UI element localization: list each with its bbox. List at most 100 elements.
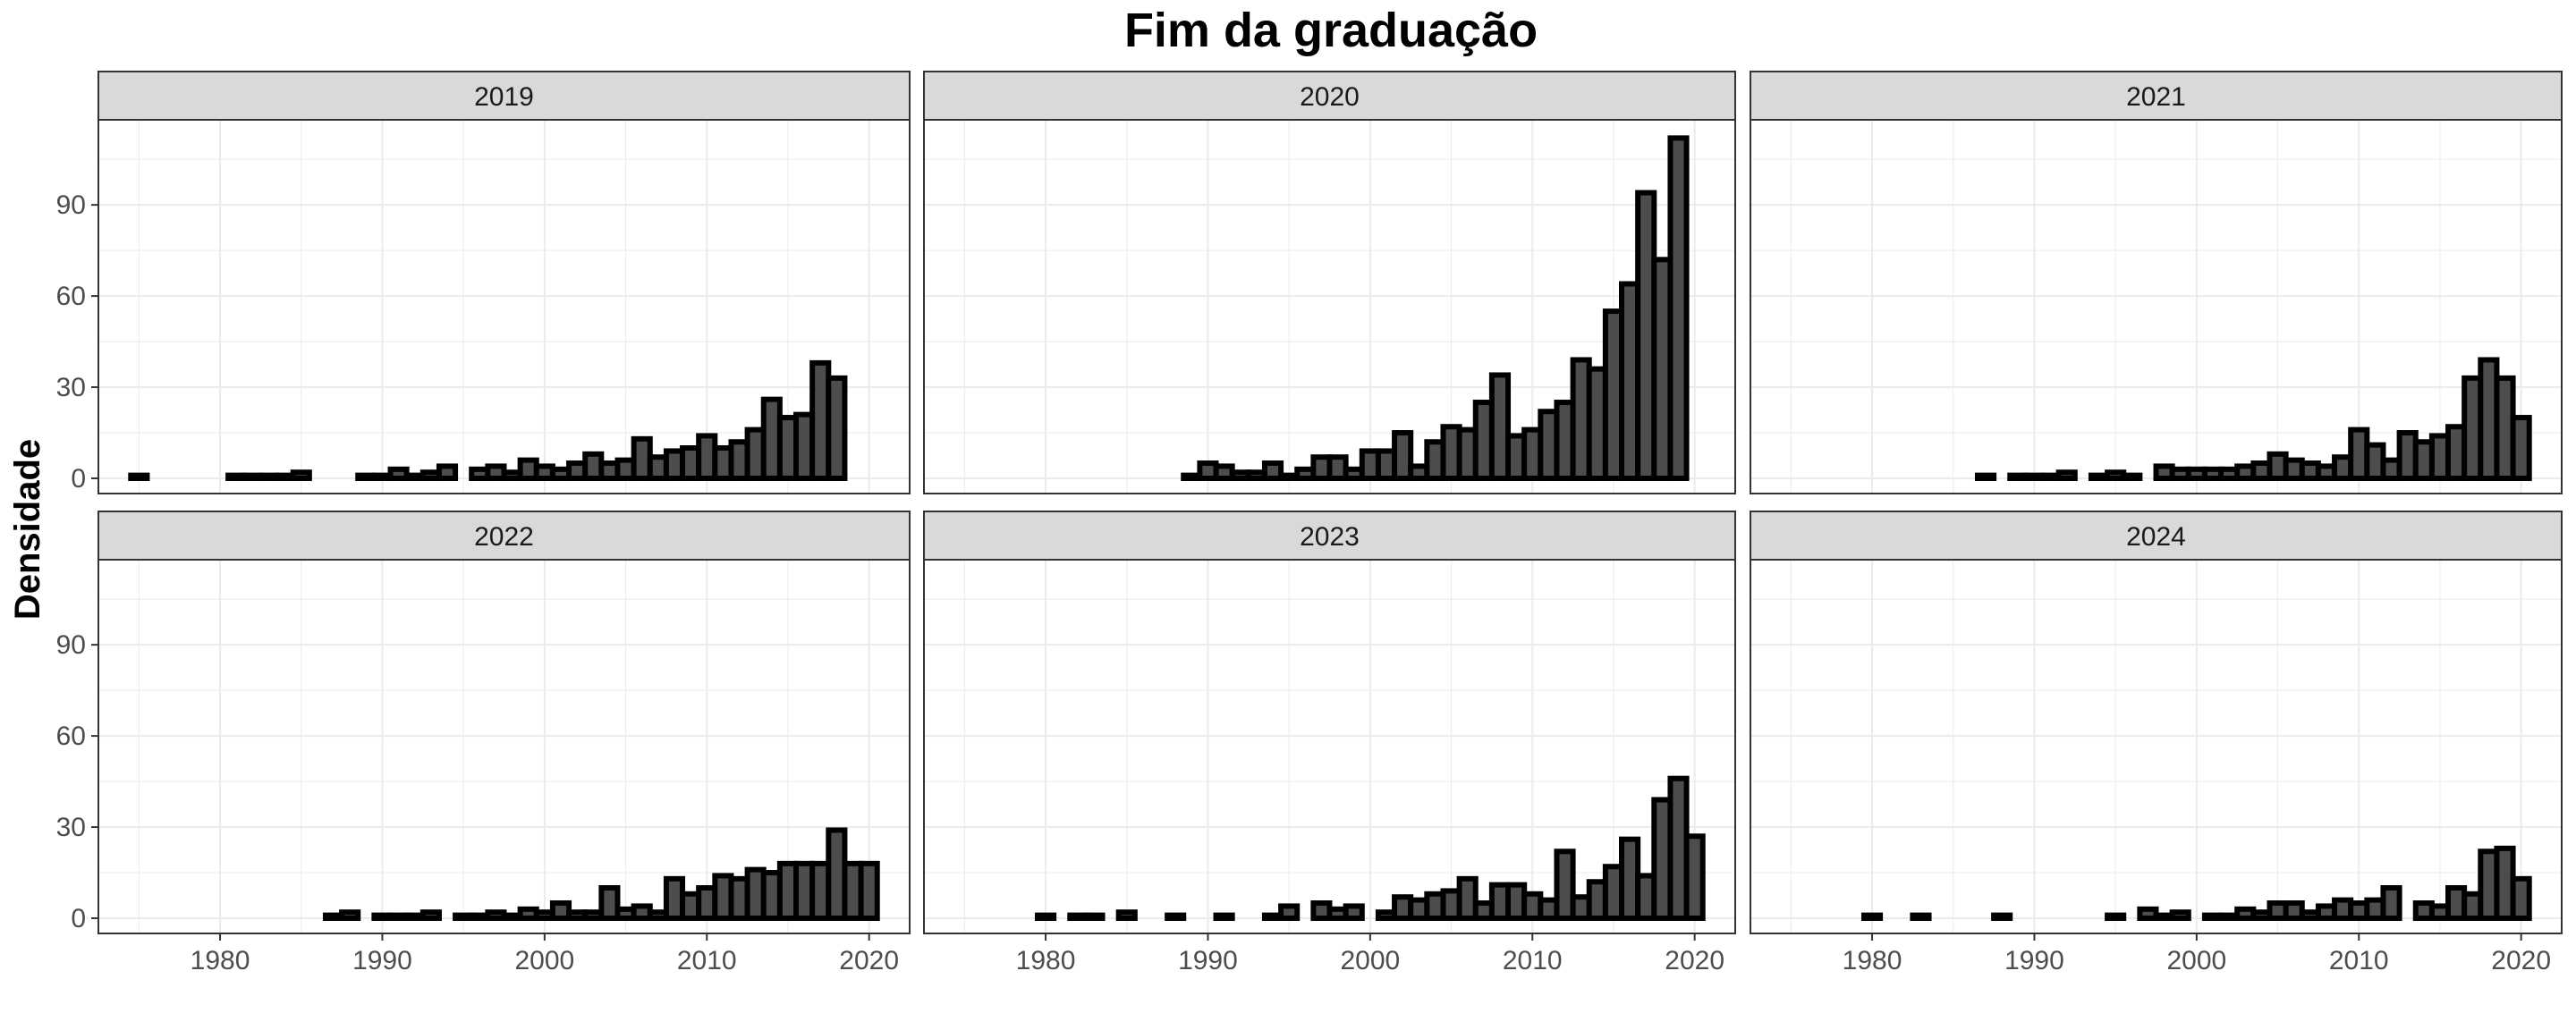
- facet-panel-2021: 2021: [1750, 71, 2563, 494]
- x-tick-label: 2000: [1340, 946, 1400, 975]
- y-tick-label: 0: [71, 904, 86, 933]
- histogram-bar: [1034, 912, 1057, 922]
- histogram-bar: [1860, 912, 1884, 922]
- histogram-bar: [2055, 469, 2078, 482]
- y-tick-label: 90: [56, 630, 86, 660]
- histogram-bar: [1083, 912, 1106, 922]
- x-tick-label: 1990: [2004, 946, 2064, 975]
- facet-strip-label: 2022: [474, 522, 534, 552]
- y-axis-label: Densidade: [8, 439, 47, 620]
- histogram-bar: [1974, 472, 1997, 482]
- x-tick-label: 1990: [352, 946, 412, 975]
- facet-panel-2023: 2023 1980 1990 2000 2010 2020: [923, 511, 1736, 975]
- histogram-bars: [1974, 357, 2532, 482]
- facet-strip: [1750, 511, 2563, 561]
- histogram-bar: [1456, 875, 1479, 922]
- histogram-bar: [1991, 912, 2013, 922]
- panel-border: [97, 119, 911, 494]
- x-tick-label: 1980: [1843, 946, 1902, 975]
- gridlines: [98, 120, 910, 494]
- histogram-bar: [2105, 912, 2127, 922]
- y-tick-label: 60: [56, 282, 86, 311]
- panel-border: [1750, 559, 2563, 934]
- histogram-bar: [2169, 909, 2191, 922]
- histogram-bar: [1165, 912, 1187, 922]
- y-tick-label: 0: [71, 464, 86, 494]
- gridlines: [98, 560, 910, 933]
- histogram-bar: [1115, 909, 1138, 922]
- x-tick-label: 1980: [191, 946, 250, 975]
- x-axis: 1980 1990 2000 2010 2020: [191, 933, 899, 975]
- histogram-bars: [1034, 775, 1706, 922]
- facet-strip-label: 2024: [2126, 522, 2186, 552]
- histogram-bar: [1261, 460, 1284, 482]
- histogram-bar: [339, 909, 361, 922]
- x-tick-label: 2000: [514, 946, 574, 975]
- x-tick-label: 2020: [839, 946, 899, 975]
- panel-border: [923, 559, 1736, 934]
- x-tick-label: 2020: [2491, 946, 2551, 975]
- facet-strip: [97, 511, 911, 561]
- x-tick-label: 2010: [1503, 946, 1563, 975]
- gridlines: [924, 120, 1735, 494]
- x-tick-label: 2010: [2329, 946, 2389, 975]
- plot-area: [924, 560, 1735, 933]
- x-tick-label: 1990: [1178, 946, 1238, 975]
- histogram-bar: [1392, 430, 1414, 482]
- facet-panel-2020: 2020: [923, 71, 1736, 494]
- y-tick-label: 60: [56, 722, 86, 751]
- x-axis: 1980 1990 2000 2010 2020: [1016, 933, 1724, 975]
- histogram-bar: [2380, 885, 2402, 922]
- x-axis: 1980 1990 2000 2010 2020: [1843, 933, 2551, 975]
- histogram-bar: [598, 885, 621, 922]
- facet-strip-label: 2023: [1300, 522, 1360, 552]
- plot-area: [1750, 560, 2562, 933]
- x-tick-label: 2010: [677, 946, 737, 975]
- histogram-bar: [128, 472, 150, 482]
- histogram-bar: [1343, 903, 1365, 922]
- histogram-bar: [1213, 912, 1235, 922]
- facet-strip: [923, 511, 1736, 561]
- histogram-bar: [436, 463, 459, 482]
- histogram-bar: [2121, 472, 2143, 482]
- histogram-bar: [1278, 903, 1301, 922]
- facet-panel-2019: 2019 0 30 60 90: [56, 71, 911, 494]
- histogram-bars: [1181, 135, 1690, 482]
- facet-strip-label: 2021: [2126, 82, 2186, 112]
- y-tick-label: 30: [56, 813, 86, 842]
- histogram-bar: [1910, 912, 1932, 922]
- y-tick-label: 90: [56, 190, 86, 220]
- histogram-bar: [1683, 833, 1706, 922]
- facet-strip: [1750, 71, 2563, 121]
- histogram-bar: [1488, 372, 1512, 482]
- plot-area: [1750, 120, 2562, 494]
- histogram-bar: [419, 909, 442, 922]
- histogram-bar: [1554, 848, 1576, 922]
- histogram-bars: [1860, 845, 2532, 922]
- panel-border: [1750, 119, 2563, 494]
- histogram-bar: [826, 375, 848, 482]
- histogram-bar: [290, 469, 312, 482]
- panel-border: [923, 119, 1736, 494]
- histogram-bars: [322, 827, 880, 922]
- panel-border: [97, 559, 911, 934]
- y-axis: 0 30 60 90: [56, 190, 98, 494]
- x-tick-label: 2000: [2166, 946, 2226, 975]
- facet-panel-2024: 2024 1980 1990 2000 2010 2020: [1750, 511, 2563, 975]
- facet-strip: [923, 71, 1736, 121]
- y-tick-label: 30: [56, 373, 86, 402]
- facet-panel-2022: 2022 0 30 60 90 1980 1990 2000 2010 2020: [56, 511, 911, 975]
- facet-strip-label: 2019: [474, 82, 534, 112]
- x-tick-label: 1980: [1016, 946, 1076, 975]
- x-tick-label: 2020: [1665, 946, 1724, 975]
- facet-strip: [97, 71, 911, 121]
- histogram-bar: [2510, 415, 2532, 482]
- facet-strip-label: 2020: [1300, 82, 1360, 112]
- chart-title: Fim da graduação: [1124, 4, 1538, 57]
- histogram-bar: [1667, 135, 1690, 482]
- y-axis: 0 30 60 90: [56, 630, 98, 933]
- histogram-bar: [2510, 875, 2532, 922]
- histogram-bars: [128, 359, 848, 482]
